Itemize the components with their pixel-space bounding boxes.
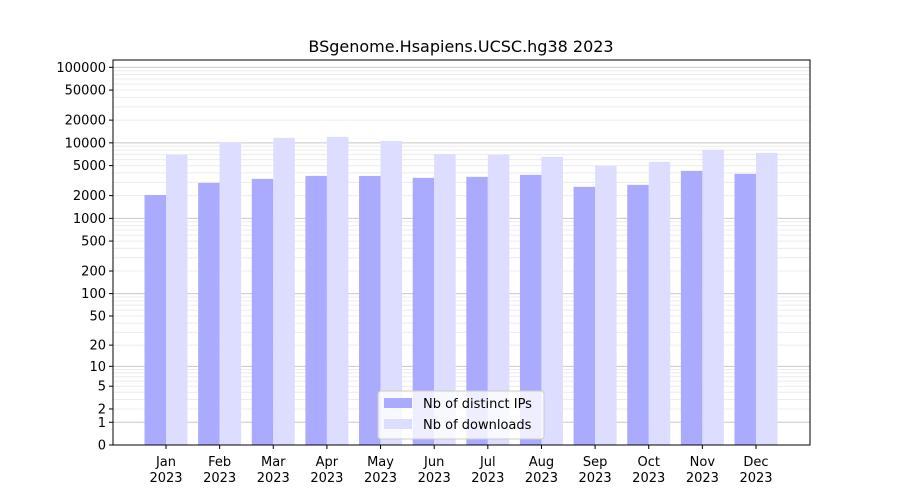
x-tick-label-line: Nov (690, 455, 716, 470)
x-tick-label-line: 2023 (257, 471, 290, 486)
legend-label: Nb of distinct IPs (423, 397, 532, 412)
x-tick-label-line: Sep (583, 455, 608, 470)
x-tick-label-line: 2023 (310, 471, 343, 486)
bar-distinct-ips (680, 170, 703, 445)
x-tick-label-line: Feb (208, 455, 231, 470)
bar-downloads (326, 136, 349, 445)
bar-distinct-ips (359, 175, 381, 445)
x-tick-label: Aug 2023 (525, 455, 558, 486)
y-tick-label: 100000 (56, 61, 106, 76)
y-tick-label: 10 (89, 360, 106, 375)
x-tick-label-line: 2023 (471, 471, 504, 486)
bar-downloads (487, 154, 510, 445)
x-tick-label-line: Jun (423, 455, 444, 470)
x-tick-label: Sep 2023 (579, 455, 612, 486)
legend-box (377, 390, 545, 440)
y-tick-label: 2 (98, 402, 106, 417)
x-tick-label: Apr 2023 (310, 455, 343, 486)
y-tick-label: 1000 (73, 212, 106, 227)
bar-distinct-ips (734, 173, 756, 445)
legend: Nb of distinct IPs Nb of downloads (377, 390, 545, 440)
plot-frame (112, 59, 811, 446)
y-tick-label: 0 (98, 439, 106, 454)
bar-downloads (166, 154, 188, 445)
bar-downloads (756, 152, 778, 445)
x-tick-label-line: Apr (316, 455, 339, 470)
y-tick-label: 100 (81, 287, 106, 302)
legend-label: Nb of downloads (423, 418, 532, 433)
x-tick-label: Dec 2023 (739, 455, 772, 486)
bar-downloads (648, 161, 671, 446)
bar-distinct-ips (251, 178, 274, 445)
x-tick-label-line: 2023 (418, 471, 451, 486)
x-tick-label: Feb 2023 (203, 455, 236, 486)
bar-downloads (434, 153, 456, 445)
bar-downloads (541, 156, 563, 445)
bar-distinct-ips (627, 184, 649, 445)
x-tick-label-line: Jan (155, 455, 176, 470)
bar-downloads (380, 140, 403, 445)
x-tick-label-line: Jul (479, 455, 496, 470)
bar-downloads (595, 165, 617, 446)
x-tick-label-line: Aug (529, 455, 554, 470)
chart-title: BSgenome.Hsapiens.UCSC.hg38 2023 (308, 37, 613, 56)
x-tick-label-line: 2023 (686, 471, 719, 486)
y-tick-label: 200 (81, 265, 106, 280)
y-tick-label: 2000 (73, 189, 106, 204)
x-tick-label-line: 2023 (149, 471, 182, 486)
bar-distinct-ips (573, 186, 596, 445)
bar-distinct-ips (466, 176, 488, 445)
bar-distinct-ips (519, 174, 542, 445)
x-tick-label: Mar 2023 (257, 455, 290, 486)
x-tick-label-line: 2023 (579, 471, 612, 486)
x-tick-label: May 2023 (364, 455, 397, 486)
x-tick-label-line: Dec (743, 455, 768, 470)
x-tick-label-line: 2023 (525, 471, 558, 486)
bar-distinct-ips (305, 175, 327, 445)
x-tick-label-line: 2023 (632, 471, 665, 486)
bar-downloads (219, 142, 242, 445)
bar-downloads (702, 149, 724, 445)
y-tick-label: 5000 (73, 159, 106, 174)
y-tick-label: 50 (89, 310, 106, 325)
legend-swatch (384, 419, 412, 429)
x-tick-label-line: 2023 (203, 471, 236, 486)
x-tick-label-line: Mar (261, 455, 286, 470)
y-tick-label: 10000 (65, 136, 106, 151)
y-tick-label: 5 (98, 380, 106, 395)
legend-swatch (384, 398, 412, 408)
x-tick-label: Nov 2023 (686, 455, 719, 486)
bar-distinct-ips (198, 182, 220, 446)
bar-distinct-ips (144, 194, 166, 445)
x-tick-label: Oct 2023 (632, 455, 665, 486)
y-tick-label: 20 (89, 339, 106, 354)
y-tick-label: 500 (81, 235, 106, 250)
bar-distinct-ips (412, 177, 435, 445)
bar-downloads (273, 137, 295, 445)
y-tick-label: 1 (98, 416, 106, 431)
x-tick-label-line: May (367, 455, 394, 470)
x-tick-label-line: Oct (637, 455, 659, 470)
x-tick-label-line: 2023 (739, 471, 772, 486)
y-tick-label: 20000 (65, 114, 106, 129)
x-tick-label: Jun 2023 (418, 455, 451, 486)
x-tick-label-line: 2023 (364, 471, 397, 486)
y-tick-label: 50000 (65, 84, 106, 99)
x-tick-label: Jan 2023 (149, 455, 182, 486)
x-tick-label: Jul 2023 (471, 455, 504, 486)
